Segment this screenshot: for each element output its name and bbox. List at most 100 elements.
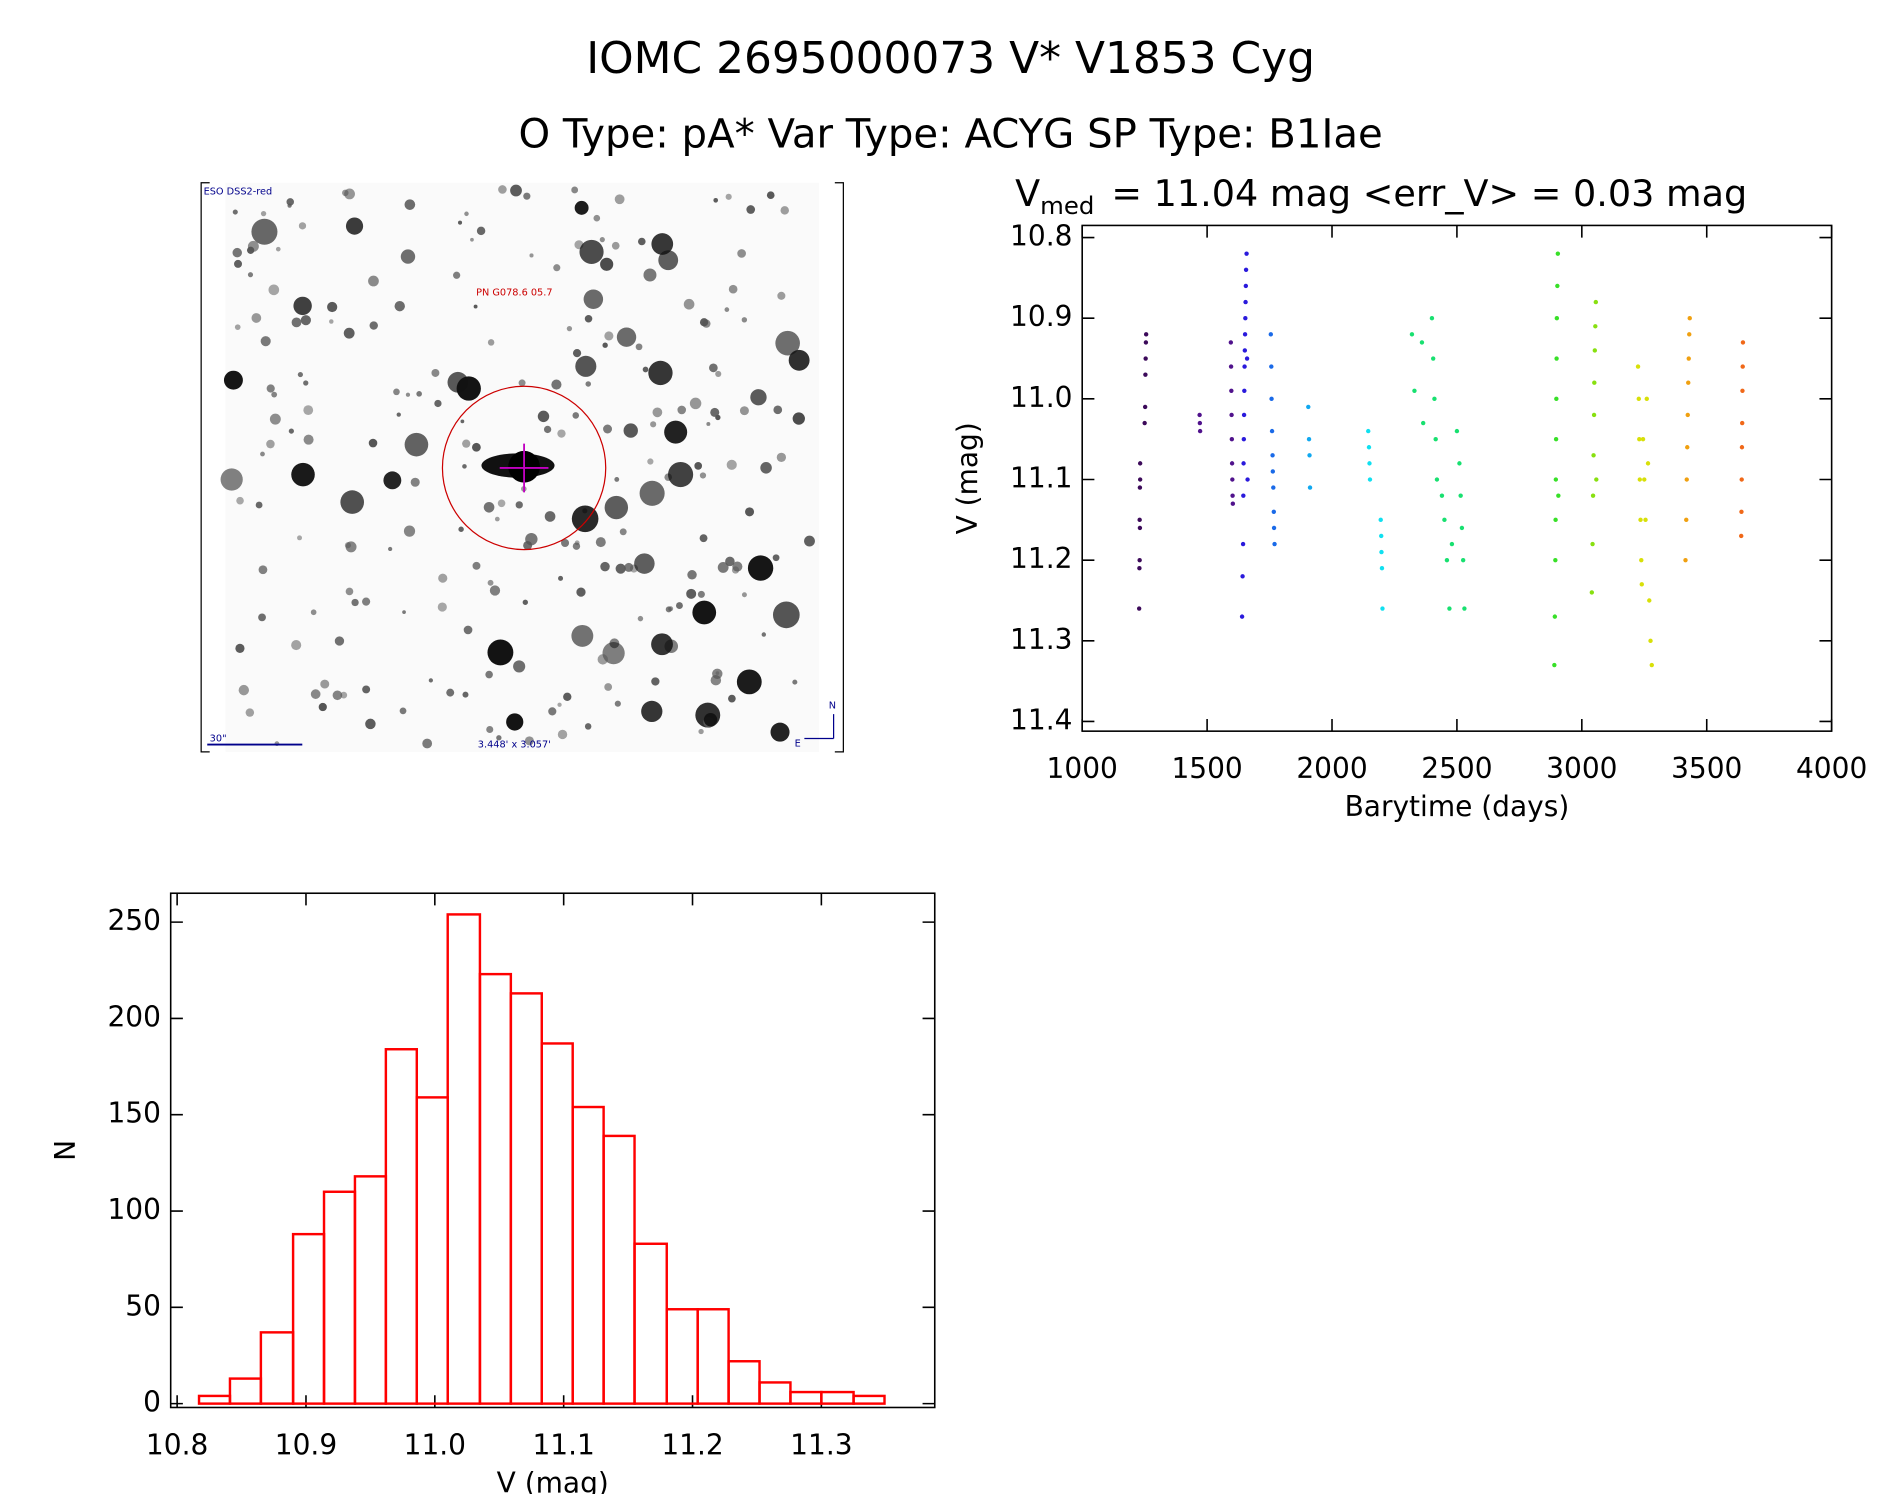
x-axis-label: Barytime (days): [1345, 790, 1570, 823]
data-point: [1739, 445, 1745, 450]
data-point: [1556, 493, 1561, 498]
star: [494, 516, 500, 522]
star: [462, 439, 471, 448]
star: [247, 240, 259, 252]
data-point: [1241, 461, 1246, 466]
y-tick-label: 250: [107, 904, 160, 937]
data-point: [1447, 606, 1452, 611]
star: [614, 476, 620, 482]
star: [235, 643, 245, 653]
star: [715, 370, 722, 377]
data-point: [1228, 364, 1234, 369]
data-point: [1434, 477, 1440, 482]
star: [543, 425, 552, 434]
data-point: [1230, 501, 1236, 506]
star: [694, 462, 703, 470]
star: [365, 718, 376, 730]
star: [404, 199, 416, 210]
data-point: [1269, 364, 1274, 369]
star: [462, 691, 469, 698]
data-point: [1197, 428, 1203, 434]
star: [792, 412, 805, 425]
data-point: [1687, 316, 1692, 321]
star: [523, 540, 533, 550]
data-point: [1444, 557, 1450, 563]
page-title: IOMC 2695000073 V* V1853 Cyg: [586, 33, 1315, 84]
data-point: [1462, 606, 1467, 611]
x-tick-label: 1500: [1171, 752, 1242, 785]
data-point: [1271, 525, 1277, 531]
data-point: [1143, 332, 1149, 337]
crosshair: [499, 443, 549, 493]
data-point: [1243, 299, 1248, 305]
star: [260, 336, 271, 347]
y-tick-label: 11.2: [1010, 542, 1072, 575]
star: [619, 528, 627, 536]
data-point: [1306, 404, 1311, 410]
star: [345, 587, 354, 596]
star: [345, 217, 364, 235]
star: [726, 459, 737, 470]
star: [343, 327, 355, 339]
star: [464, 211, 469, 217]
star: [551, 379, 562, 390]
star: [652, 407, 663, 418]
star: [643, 268, 657, 282]
star: [472, 561, 481, 570]
finder-scale: 30": [210, 733, 227, 744]
star: [792, 679, 798, 685]
data-point: [1449, 541, 1455, 547]
star: [648, 360, 673, 386]
star: [772, 554, 780, 562]
star: [728, 694, 736, 703]
data-point: [1687, 332, 1692, 337]
star: [557, 702, 562, 707]
title-part: V: [1015, 171, 1040, 214]
star: [232, 209, 238, 215]
star: [576, 587, 586, 597]
star: [804, 535, 815, 547]
histogram-bar: [633, 1242, 668, 1405]
x-tick-label: 11.1: [532, 1428, 594, 1461]
star: [476, 226, 486, 236]
finder-object: PN G078.6 05.7: [476, 287, 552, 298]
star: [497, 499, 506, 508]
data-point: [1739, 509, 1744, 514]
star: [268, 284, 280, 296]
star: [470, 237, 474, 242]
star: [780, 206, 789, 215]
data-point: [1555, 283, 1560, 289]
star: [404, 432, 429, 457]
data-point: [1684, 517, 1689, 523]
star: [456, 376, 481, 401]
histogram-bar: [478, 972, 513, 1405]
star: [293, 296, 312, 316]
data-point: [1593, 324, 1598, 329]
star: [362, 597, 371, 606]
data-point: [1590, 493, 1596, 498]
star: [638, 237, 646, 246]
star: [650, 421, 657, 428]
histogram-bar: [602, 1134, 636, 1405]
data-point: [1643, 517, 1648, 523]
histogram-bar: [758, 1381, 792, 1405]
star: [579, 239, 604, 264]
x-axis-label: V (mag): [497, 1466, 609, 1494]
star: [557, 729, 568, 740]
data-point: [1637, 477, 1642, 482]
star: [234, 324, 241, 330]
y-tick-label: 200: [107, 1000, 160, 1033]
x-tick-label: 3000: [1546, 752, 1617, 785]
star: [291, 462, 315, 487]
data-point: [1240, 541, 1246, 547]
data-point: [1378, 517, 1383, 523]
star: [369, 321, 378, 330]
data-point: [1367, 477, 1373, 482]
data-point: [1229, 388, 1234, 393]
star: [706, 421, 711, 426]
data-point: [1143, 340, 1149, 345]
data-point: [1592, 380, 1597, 385]
star: [513, 660, 526, 673]
star: [310, 689, 321, 699]
data-point: [1642, 477, 1647, 482]
